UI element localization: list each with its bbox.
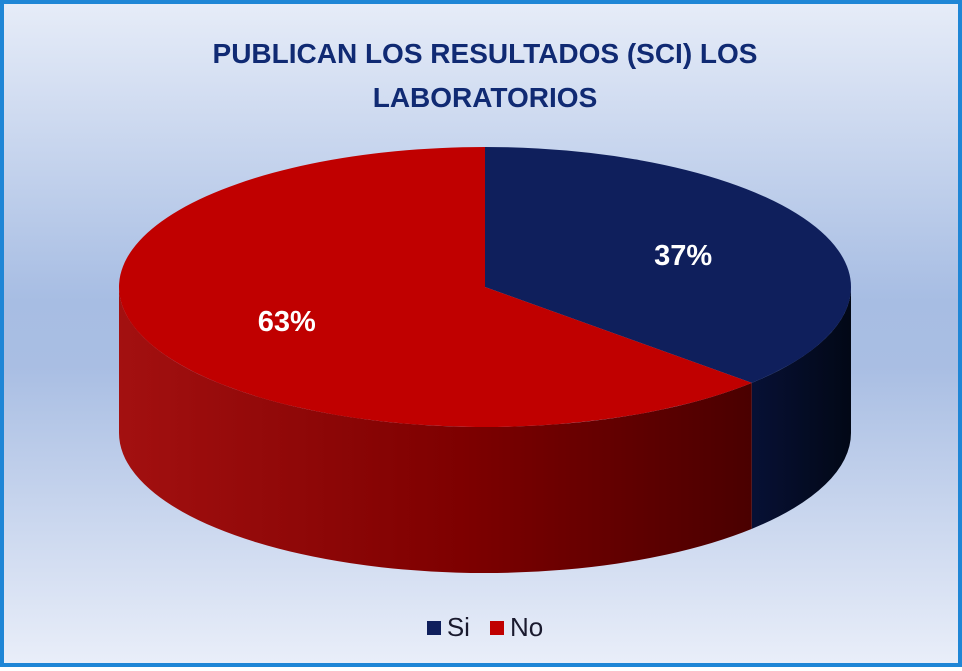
legend-swatch-no	[489, 620, 504, 635]
legend-swatch-si	[426, 620, 441, 635]
chart-title: PUBLICAN LOS RESULTADOS (SCI) LOS LABORA…	[212, 38, 758, 113]
data-label-no: 63%	[258, 306, 316, 338]
legend-item-si: Si	[426, 612, 470, 643]
chart-legend: Si No	[4, 612, 962, 643]
pie-slice-si	[485, 147, 851, 383]
data-label-si: 37%	[654, 240, 712, 272]
legend-label-no: No	[509, 612, 544, 642]
pie-side-si	[751, 287, 851, 529]
legend-label-si: Si	[446, 612, 470, 642]
legend-item-no: No	[489, 612, 544, 643]
pie-side-no	[119, 287, 752, 573]
pie-slice-no	[118, 147, 752, 427]
pie-chart: 37% 63%	[118, 147, 851, 573]
